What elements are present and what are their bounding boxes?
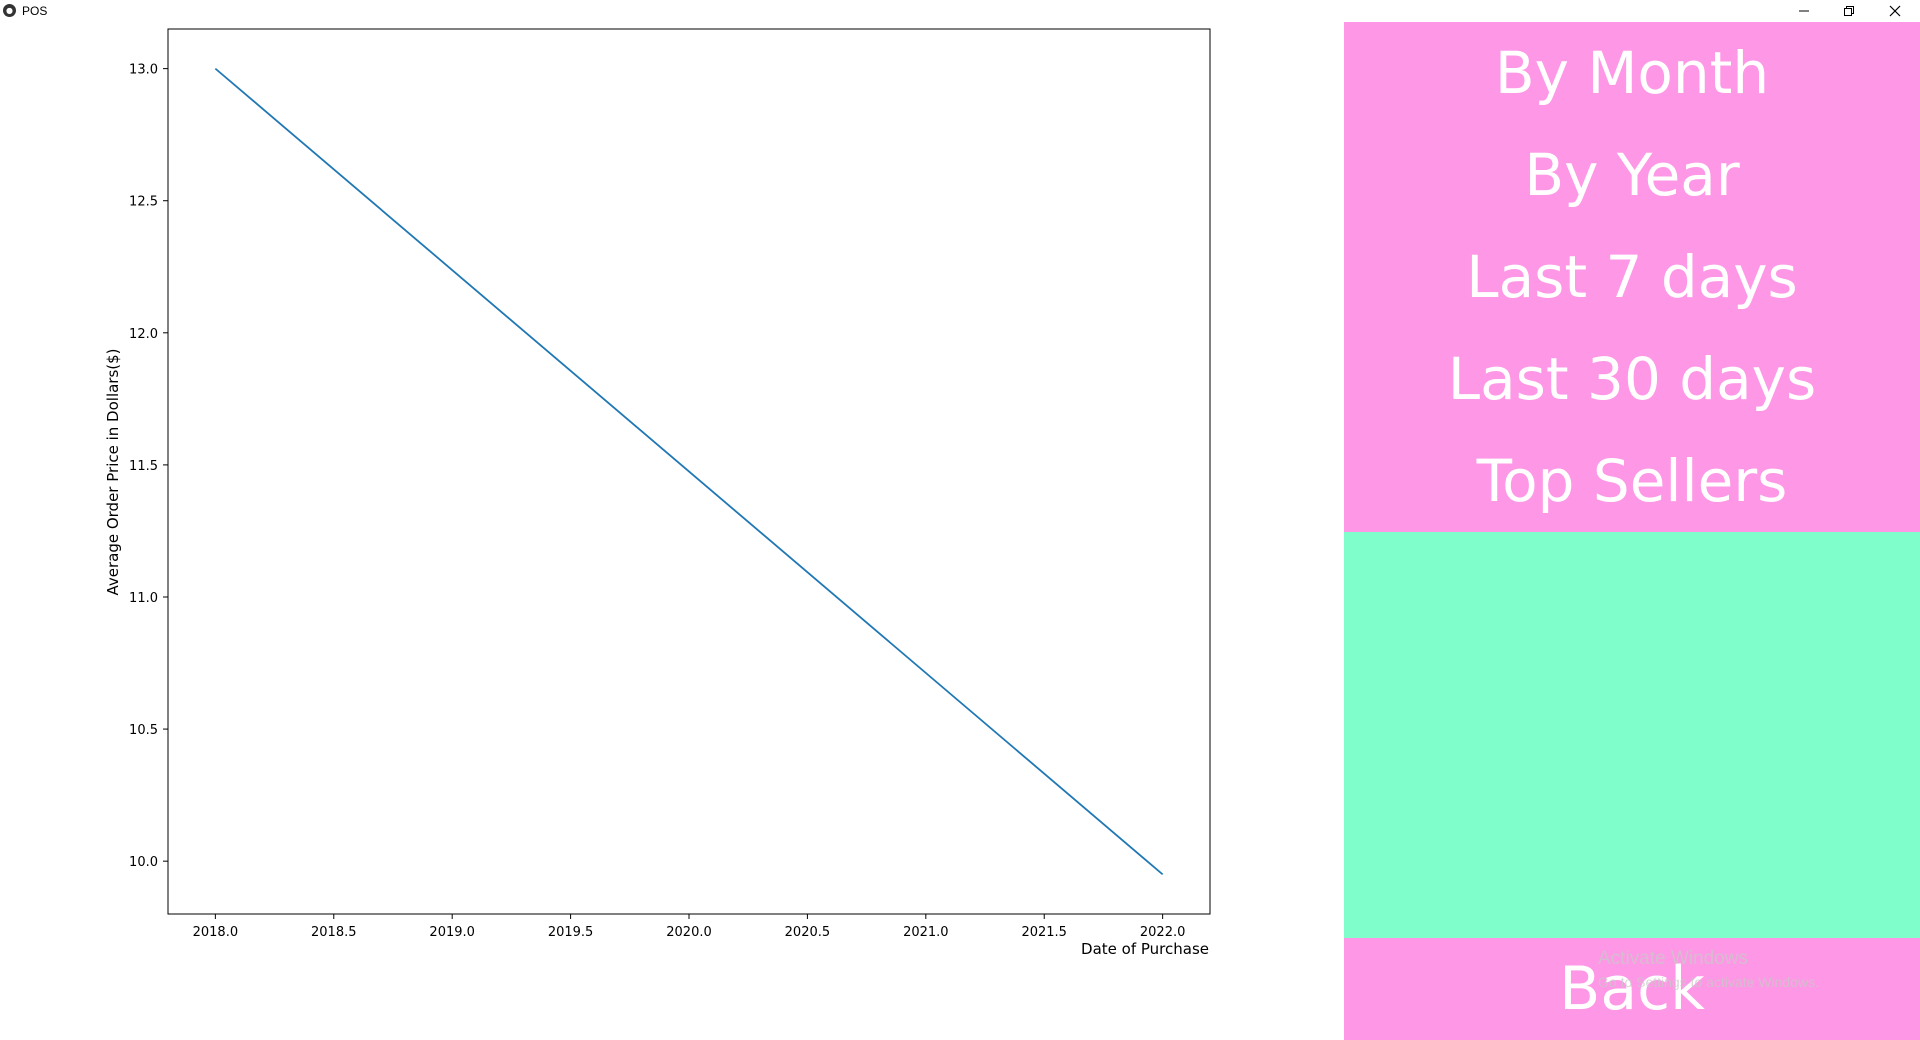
by-year-button[interactable]: By Year: [1524, 141, 1740, 209]
y-axis-label: Average Order Price in Dollars($): [104, 348, 122, 595]
top-sellers-button[interactable]: Top Sellers: [1476, 447, 1788, 515]
y-tick-label: 13.0: [129, 63, 158, 78]
x-tick-label: 2020.5: [785, 925, 831, 940]
y-tick-label: 11.5: [129, 459, 158, 474]
kivy-logo-icon: ●: [3, 4, 16, 17]
close-button[interactable]: [1872, 0, 1918, 22]
report-sidebar: By Month By Year Last 7 days Last 30 day…: [1344, 22, 1920, 1040]
line-chart: 2018.0 2018.5 2019.0 2019.5 2020.0 2020.5 2021…: [104, 28, 1211, 958]
last-30-days-button[interactable]: Last 30 days: [1447, 345, 1817, 413]
restore-button[interactable]: [1826, 0, 1872, 22]
x-tick-label: 2021.5: [1021, 925, 1067, 940]
close-icon: [1889, 5, 1901, 17]
series-line: [214, 67, 1164, 876]
x-tick-label: 2020.0: [666, 925, 712, 940]
minimize-icon: [1799, 10, 1809, 12]
y-axis-ticks: 10.0 10.5 11.0 11.5 12.0 12.5 13.0: [129, 63, 168, 870]
report-menu: By Month By Year Last 7 days Last 30 day…: [1344, 22, 1920, 532]
sidebar-spacer: [1344, 532, 1920, 938]
by-month-button[interactable]: By Month: [1494, 39, 1770, 107]
restore-icon: [1844, 6, 1854, 16]
y-tick-label: 10.5: [129, 723, 158, 738]
x-axis-label: Date of Purchase: [1081, 940, 1209, 958]
minimize-button[interactable]: [1781, 0, 1827, 22]
x-tick-label: 2022.0: [1140, 925, 1186, 940]
window-titlebar: ● POS: [0, 0, 1920, 22]
x-tick-label: 2018.5: [311, 925, 357, 940]
y-tick-label: 10.0: [129, 855, 158, 870]
y-tick-label: 12.0: [129, 327, 158, 342]
plot-area: 2018.0 2018.5 2019.0 2019.5 2020.0 2020.5 2021…: [0, 22, 1344, 1040]
x-tick-label: 2019.5: [548, 925, 594, 940]
window-title: POS: [22, 4, 48, 18]
y-tick-label: 12.5: [129, 195, 158, 210]
y-tick-label: 11.0: [129, 591, 158, 606]
x-tick-label: 2018.0: [193, 925, 239, 940]
back-button[interactable]: Back: [1344, 938, 1920, 1040]
x-tick-label: 2021.0: [903, 925, 949, 940]
x-axis-ticks: 2018.0 2018.5 2019.0 2019.5 2020.0 2020.5 2021…: [193, 914, 1186, 940]
series-group: [214, 67, 1164, 876]
last-7-days-button[interactable]: Last 7 days: [1466, 243, 1798, 311]
x-tick-label: 2019.0: [429, 925, 475, 940]
